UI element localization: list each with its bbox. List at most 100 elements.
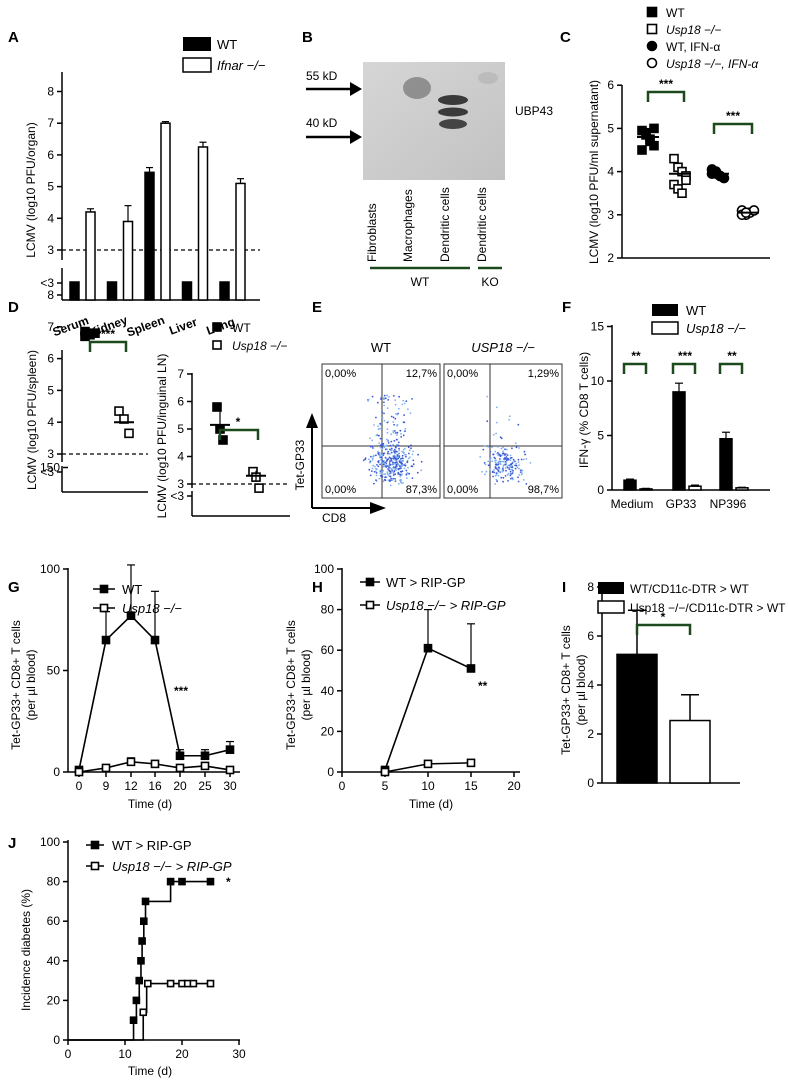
panel-e-event-dot	[397, 453, 400, 455]
panel-label-C: C	[560, 29, 571, 46]
panel-h-x-tick-label: 5	[382, 779, 389, 793]
panel-e-event-dot	[499, 461, 501, 464]
panel-e-event-dot	[517, 461, 520, 463]
panel-g-point	[200, 751, 210, 761]
panel-e-event-dot	[501, 460, 503, 463]
panel-e-event-dot	[383, 404, 386, 407]
panel-e-event-dot	[375, 434, 378, 437]
panel-e-event-dot	[388, 453, 391, 455]
panel-e-event-dot	[371, 467, 374, 470]
panel-g-legend-marker	[99, 603, 109, 613]
panel-e-event-dot	[395, 461, 398, 464]
panel-j-legend-label: WT > RIP-GP	[112, 838, 192, 853]
panel-h-point	[423, 643, 433, 653]
panel-e-event-dot	[489, 459, 492, 461]
panel-e-event-dot	[507, 472, 510, 475]
panel-e-event-dot	[373, 424, 375, 426]
panel-a-bar-below	[219, 281, 230, 301]
panel-e-event-dot	[420, 460, 423, 463]
panel-e-event-dot	[377, 460, 379, 463]
panel-e-event-dot	[402, 451, 405, 454]
panel-g-point	[150, 635, 160, 645]
panel-b-band	[438, 95, 468, 105]
panel-e-event-dot	[517, 476, 519, 479]
panel-d1-y-tick-label: 3	[47, 447, 54, 461]
panel-e-event-dot	[515, 446, 518, 449]
panel-d2-y-tick-label: 4	[177, 450, 184, 464]
panel-e-event-dot	[496, 472, 499, 474]
panel-e-event-dot	[483, 462, 486, 464]
panel-e-plot-frame	[443, 363, 563, 499]
panel-c-y-tick-label: 5	[607, 121, 614, 135]
panel-j-point	[138, 937, 146, 945]
panel-c-y-tick-label: 2	[607, 251, 614, 265]
panel-label-F: F	[562, 299, 571, 316]
panel-e-event-dot	[389, 448, 391, 451]
panel-e-event-dot	[502, 466, 505, 468]
panel-e-event-dot	[388, 469, 391, 472]
panel-e-event-dot	[514, 442, 517, 445]
panel-e-event-dot	[501, 452, 504, 455]
panel-e-quadrant-value: 87,3%	[406, 484, 437, 496]
panel-e-event-dot	[493, 471, 495, 474]
panel-f-bar	[639, 488, 653, 491]
panel-g-legend-marker	[99, 584, 109, 594]
panel-e-event-dot	[397, 441, 400, 444]
panel-e-event-dot	[525, 458, 528, 460]
panel-d2-below-label: <3	[170, 489, 184, 503]
panel-e-event-dot	[384, 448, 387, 451]
panel-e-event-dot	[392, 461, 394, 464]
panel-d2-significance-bracket	[218, 428, 260, 440]
panel-f-y-tick-label: 15	[591, 320, 605, 334]
panel-e-quadrant-value: 0,00%	[447, 484, 478, 496]
panel-label-A: A	[8, 29, 19, 46]
panel-e-event-dot	[406, 477, 408, 479]
panel-f-y-tick-label: 0	[597, 483, 604, 497]
panel-h-series-line	[384, 647, 472, 771]
panel-e-event-dot	[375, 416, 377, 419]
panel-d2-y-tick-label: 5	[177, 422, 184, 436]
panel-c-significance: ***	[726, 109, 740, 123]
panel-a-bar	[85, 211, 96, 301]
panel-i-y-tick-label: 0	[587, 776, 594, 790]
panel-e-event-dot	[386, 407, 389, 410]
panel-e-event-dot	[399, 467, 402, 470]
panel-e-event-dot	[495, 467, 498, 470]
panel-e-event-dot	[389, 444, 392, 447]
panel-e-event-dot	[408, 452, 410, 455]
panel-e-event-dot	[486, 395, 489, 398]
panel-e-event-dot	[393, 470, 396, 473]
panel-j-point	[135, 976, 144, 985]
panel-e-event-dot	[523, 450, 526, 453]
panel-e-event-dot	[383, 397, 385, 399]
panel-b-marker-label: 55 kD	[306, 69, 338, 83]
panel-h-x-tick-label: 0	[339, 779, 346, 793]
panel-b-band	[439, 119, 467, 129]
panel-e-event-dot	[484, 463, 487, 466]
panel-e-event-dot	[391, 479, 394, 481]
panel-e-event-dot	[411, 453, 414, 456]
panel-g-y-label: (per µl blood)	[24, 650, 38, 721]
panel-e-event-dot	[489, 451, 492, 453]
panel-e-event-dot	[405, 453, 407, 456]
panel-j-point	[189, 979, 198, 988]
panel-e-event-dot	[503, 453, 506, 456]
panel-e-event-dot	[485, 470, 488, 473]
panel-j-point	[144, 979, 152, 988]
panel-e-event-dot	[501, 467, 504, 470]
panel-i-y-tick-label: 4	[587, 678, 594, 692]
panel-e-event-dot	[494, 463, 497, 466]
panel-e-event-dot	[389, 463, 392, 466]
panel-e-event-dot	[395, 458, 398, 461]
panel-e-event-dot	[400, 462, 403, 465]
panel-g-point	[126, 611, 136, 620]
panel-e-event-dot	[510, 463, 512, 466]
panel-e-event-dot	[397, 456, 399, 458]
panel-e-event-dot	[394, 478, 396, 480]
panel-e-event-dot	[529, 462, 532, 464]
panel-g-point	[74, 767, 84, 777]
panel-e-event-dot	[511, 476, 513, 479]
panel-e-event-dot	[492, 453, 495, 456]
panel-a-bar	[144, 171, 155, 301]
panel-e-event-dot	[514, 467, 517, 470]
